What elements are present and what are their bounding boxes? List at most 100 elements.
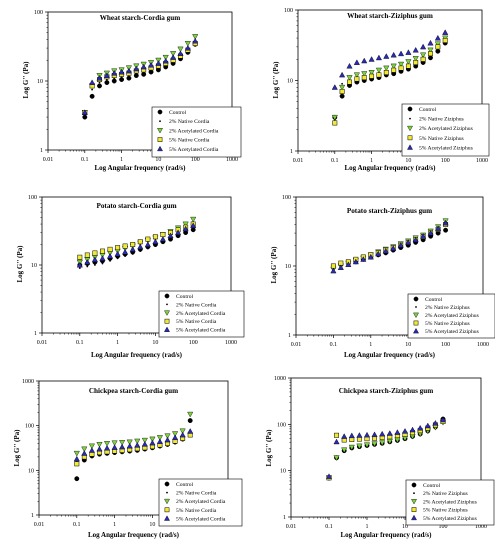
- legend-entry: 5% Native Ziziphus: [425, 321, 470, 327]
- y-tick-label: 10: [28, 468, 34, 474]
- data-point: [409, 426, 416, 433]
- data-point: [442, 29, 449, 35]
- data-point: [420, 52, 427, 59]
- data-point: [179, 431, 186, 438]
- data-point: [104, 80, 110, 85]
- data-point: [331, 114, 338, 121]
- data-point: [98, 81, 101, 84]
- data-point: [119, 77, 125, 82]
- data-point: [104, 441, 111, 447]
- data-point: [162, 242, 164, 244]
- data-point: [429, 236, 432, 239]
- legend-entry: 5% Acetylated Ziziphus: [425, 329, 479, 335]
- data-point: [332, 120, 338, 126]
- legend-marker: [413, 320, 419, 326]
- data-point: [96, 75, 103, 81]
- legend-marker: [413, 312, 419, 319]
- data-point: [390, 51, 397, 58]
- x-tick-label: 10: [152, 340, 158, 346]
- data-point: [334, 432, 339, 438]
- legend-entry: 2% Native Cordia: [176, 491, 217, 497]
- data-point: [339, 88, 345, 94]
- chart-title: Potato starch-Ziziphus gum: [347, 207, 432, 215]
- data-point: [192, 229, 195, 232]
- y-tick-label: 10: [37, 79, 43, 85]
- data-point: [346, 62, 353, 69]
- legend-marker: [411, 482, 417, 488]
- legend-entry: 5% Acetylated Ziziphus: [423, 516, 477, 522]
- x-tick-label: 100: [189, 340, 198, 346]
- y-tick-label: 1: [290, 149, 293, 155]
- x-tick-label: 100: [191, 157, 200, 163]
- data-point: [399, 247, 402, 250]
- x-tick-label: 1000: [225, 340, 237, 346]
- data-point: [427, 47, 434, 54]
- y-tick-label: 10: [280, 469, 286, 475]
- data-point: [339, 84, 346, 91]
- data-point: [187, 428, 194, 434]
- x-axis-label: Log Angular frequency (rad/s): [344, 351, 436, 359]
- legend-marker: [164, 507, 170, 513]
- data-point: [184, 232, 187, 235]
- y-tick-label: 100: [34, 10, 43, 16]
- data-point: [375, 250, 382, 257]
- x-tick-label: 1000: [226, 157, 238, 163]
- data-point: [76, 261, 83, 268]
- legend-entry: 2% Native Ziziphus: [425, 305, 470, 311]
- legend-marker: [164, 481, 170, 487]
- data-point: [126, 439, 133, 446]
- data-point: [101, 262, 104, 265]
- legend-entry: 5% Native Ziziphus: [423, 508, 468, 514]
- data-point: [144, 241, 151, 247]
- data-point: [152, 234, 158, 240]
- data-point: [394, 429, 401, 435]
- x-tick-label: 1: [369, 342, 372, 348]
- data-point: [74, 476, 80, 482]
- data-point: [375, 54, 382, 61]
- legend-box: [401, 103, 490, 157]
- x-axis-label: Log Angular frequency (rad/s): [345, 164, 437, 172]
- legend-entry: 2% Acetylated Cordia: [176, 311, 226, 317]
- data-point: [325, 473, 333, 479]
- legend-box: [405, 479, 495, 526]
- data-point: [363, 431, 371, 438]
- data-point: [361, 75, 367, 81]
- y-tick-label: 1: [34, 331, 37, 337]
- data-point: [91, 256, 98, 263]
- data-point: [376, 72, 382, 78]
- data-point: [177, 50, 184, 56]
- data-point: [348, 444, 355, 451]
- y-axis-label: Log G'' (Pa): [270, 246, 278, 284]
- legend-marker: [164, 498, 170, 505]
- x-tick-label: 0.1: [76, 340, 84, 346]
- legend-entry: 5% Acetylated Ziziphus: [419, 145, 473, 151]
- x-axis-label: Log Angular frequency (rad/s): [341, 531, 433, 539]
- data-point: [182, 221, 189, 228]
- data-point: [177, 235, 179, 238]
- data-point: [184, 41, 191, 47]
- y-axis-label: Log G'' (Pa): [22, 61, 30, 99]
- data-point: [341, 447, 348, 454]
- legend-entry: 2% Native Ziziphus: [423, 491, 468, 497]
- data-point: [435, 48, 441, 54]
- data-point: [170, 54, 177, 60]
- data-point: [159, 236, 166, 242]
- data-point: [116, 257, 119, 260]
- y-tick-label: 100: [28, 195, 37, 201]
- data-point: [187, 418, 193, 424]
- legend-marker: [413, 296, 419, 302]
- legend-marker: [407, 125, 413, 132]
- plot-frame: [38, 380, 229, 516]
- data-point: [401, 428, 409, 434]
- x-axis-label: Log Angular frequency (rad/s): [91, 351, 183, 359]
- legend-marker: [407, 144, 413, 150]
- data-point: [192, 37, 199, 44]
- y-tick-label: 1: [283, 515, 286, 521]
- data-point: [149, 439, 156, 446]
- legend-entry: 5% Acetylated Cordia: [176, 328, 226, 334]
- data-point: [382, 247, 389, 254]
- legend-entry: Control: [169, 110, 187, 116]
- chart-title: Wheat starch-Ziziphus gum: [347, 12, 433, 20]
- y-tick-label: 100: [282, 195, 291, 201]
- data-point: [73, 450, 80, 457]
